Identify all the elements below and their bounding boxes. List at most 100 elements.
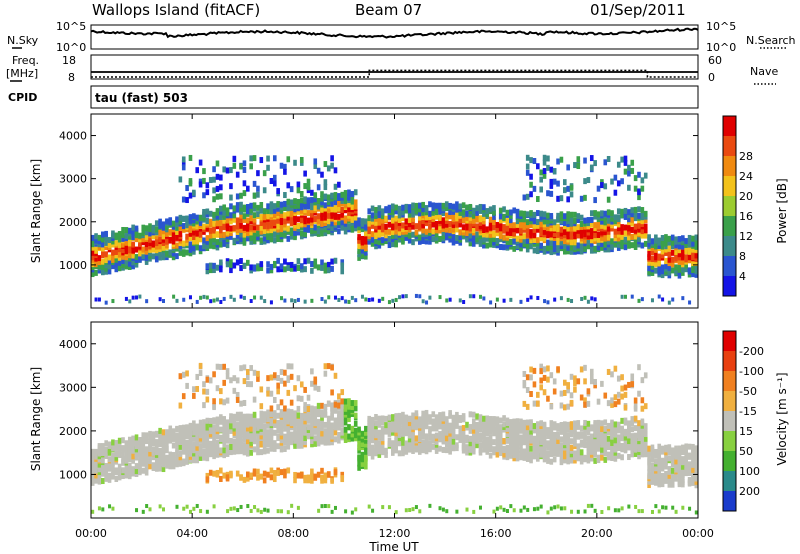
- cell-510: [219, 388, 223, 395]
- cell-1097: [347, 189, 351, 196]
- cell-1485: [451, 414, 456, 421]
- cell-1190: [374, 233, 378, 240]
- cell-1900: [562, 442, 567, 449]
- cell-2406: [687, 461, 692, 468]
- nsky-label: N.Sky: [7, 34, 39, 47]
- cell-2208: [640, 185, 645, 192]
- cell-553: [232, 216, 237, 223]
- cell-944: [313, 262, 318, 269]
- cell-1373: [421, 439, 425, 446]
- cell-1816: [542, 429, 547, 436]
- cell-1486: [458, 229, 463, 236]
- cell-1343: [417, 217, 422, 224]
- cell-518: [222, 437, 227, 444]
- cell-2078: [606, 155, 611, 162]
- cell-2199: [640, 242, 645, 249]
- cell-761: [269, 474, 274, 481]
- cell-495: [215, 363, 220, 370]
- cell-1308: [407, 232, 412, 239]
- cell-1055: [330, 477, 334, 484]
- cell-1075: [337, 422, 341, 429]
- cell-527: [222, 472, 227, 479]
- cell-1437: [441, 202, 446, 209]
- cell-1850: [556, 242, 560, 249]
- cell-666: [256, 170, 260, 177]
- cell-447: [208, 210, 213, 217]
- cell-539: [225, 368, 230, 375]
- cell-607: [239, 474, 243, 481]
- cell-550: [232, 237, 237, 244]
- cell-606: [242, 166, 247, 173]
- cell-1547: [475, 231, 479, 238]
- cell-635: [249, 163, 253, 170]
- cell-942: [310, 436, 314, 443]
- cell-2260: [647, 469, 651, 476]
- cell-207: [148, 250, 152, 257]
- cell-2195: [637, 194, 641, 201]
- cell-375: [192, 429, 196, 436]
- cell-2353: [684, 254, 688, 261]
- cell-1864: [559, 243, 564, 250]
- cell-1043: [333, 183, 338, 190]
- cell-1709: [519, 418, 523, 425]
- cell-1662: [509, 209, 513, 216]
- cell-621: [246, 204, 250, 211]
- cell-380: [192, 189, 196, 196]
- cell-1622: [498, 445, 503, 452]
- cell-1: [90, 479, 95, 486]
- cell-2143: [627, 238, 631, 245]
- cell-1741: [525, 374, 530, 381]
- cell-959: [313, 435, 318, 442]
- cell-85: [111, 439, 115, 446]
- cell-1927: [566, 387, 570, 394]
- y-tick-label-2: 3000: [59, 381, 87, 394]
- cell-1151: [364, 249, 368, 256]
- cell-2118: [610, 397, 614, 404]
- cell-282: [168, 435, 173, 442]
- cell-628: [246, 442, 250, 449]
- cell-38: [101, 269, 105, 276]
- cell-672: [252, 411, 257, 418]
- cell-643: [246, 504, 250, 509]
- cell-981: [323, 220, 328, 227]
- cell-1014: [323, 409, 328, 416]
- cell-1935: [569, 444, 574, 451]
- cell-1599: [492, 439, 496, 446]
- cell-1424: [438, 202, 442, 209]
- cell-1707: [522, 210, 527, 217]
- cell-1612: [492, 205, 496, 212]
- cell-1846: [552, 168, 557, 175]
- cell-856: [296, 202, 301, 209]
- cell-2016: [593, 225, 597, 232]
- cell-1477: [451, 438, 456, 445]
- cell-783: [280, 296, 284, 301]
- cell-2222: [637, 424, 641, 431]
- cell-1213: [377, 298, 381, 303]
- cell-990: [323, 179, 328, 186]
- cell-1350: [421, 237, 425, 244]
- cell-1082: [337, 393, 341, 400]
- cell-1009: [326, 165, 331, 172]
- cell-1490: [455, 420, 459, 427]
- cell-853: [296, 216, 301, 223]
- cell-2145: [617, 508, 621, 513]
- cell-657: [252, 265, 257, 272]
- cell-2060: [600, 454, 604, 461]
- cell-816: [283, 421, 287, 428]
- cell-1890: [559, 422, 564, 429]
- cell-638: [246, 374, 250, 381]
- cell-1290: [401, 215, 405, 222]
- cell-1916: [569, 230, 574, 237]
- cell-248: [158, 427, 162, 434]
- cell-106: [117, 441, 122, 448]
- cell-843: [286, 389, 291, 396]
- cell-670: [256, 265, 260, 272]
- cell-2099: [606, 368, 611, 375]
- cell-814: [283, 433, 287, 440]
- cell-1033: [326, 400, 331, 407]
- cell-2387: [694, 256, 699, 263]
- cell-2101: [613, 189, 618, 196]
- cell-750: [272, 262, 277, 269]
- cell-593: [239, 294, 243, 299]
- cell-436: [205, 268, 210, 275]
